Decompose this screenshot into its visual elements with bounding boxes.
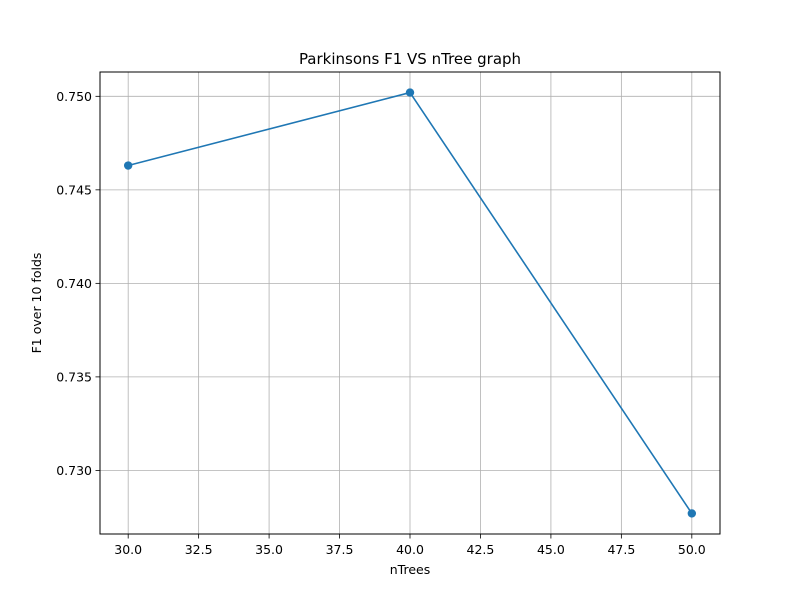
ticks: 30.0 32.5 35.0 37.5 40.0 42.5 45.0 47.5 50.0 0.73…: [56, 89, 706, 557]
x-axis-title: nTrees: [390, 562, 430, 577]
series-layer: [123, 88, 697, 518]
y-tick-label: 0.735: [56, 369, 92, 384]
y-tick-label: 0.745: [56, 182, 92, 197]
x-tick-label: 47.5: [607, 542, 635, 557]
x-tick-label: 37.5: [326, 542, 354, 557]
x-tick-label: 35.0: [255, 542, 283, 557]
y-tick-label: 0.750: [56, 89, 92, 104]
y-tick-label: 0.730: [56, 463, 92, 478]
x-tick-label: 45.0: [537, 542, 565, 557]
chart-title: Parkinsons F1 VS nTree graph: [299, 50, 521, 68]
x-tick-label: 50.0: [678, 542, 706, 557]
y-axis-title: F1 over 10 folds: [29, 253, 44, 354]
data-point-marker: [687, 509, 697, 518]
x-tick-label: 42.5: [467, 542, 495, 557]
data-point-marker: [123, 161, 133, 170]
x-tick-label: 30.0: [114, 542, 142, 557]
data-point-marker: [405, 88, 415, 97]
y-tick-label: 0.740: [56, 276, 92, 291]
x-tick-label: 40.0: [396, 542, 424, 557]
x-tick-label: 32.5: [185, 542, 213, 557]
